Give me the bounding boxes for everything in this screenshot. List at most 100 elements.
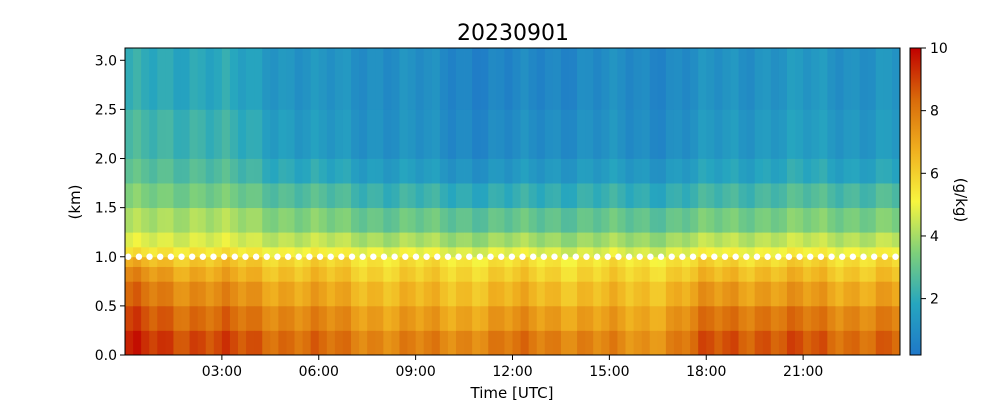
heatmap-cell xyxy=(165,158,174,184)
y-tick-label: 0.5 xyxy=(95,299,117,315)
heatmap-cell xyxy=(439,183,449,209)
marker-point xyxy=(487,253,494,260)
heatmap-cell xyxy=(891,158,901,184)
heatmap-cell xyxy=(536,109,546,159)
heatmap-cell xyxy=(512,48,521,110)
heatmap-cell xyxy=(673,109,683,159)
heatmap-cell xyxy=(221,305,231,331)
heatmap-cell xyxy=(803,207,812,233)
heatmap-cell xyxy=(383,330,392,356)
heatmap-cell xyxy=(302,158,312,184)
heatmap-cell xyxy=(213,109,223,159)
heatmap-cell xyxy=(246,207,255,233)
heatmap-cell xyxy=(569,281,578,307)
heatmap-cell xyxy=(528,158,538,184)
heatmap-cell xyxy=(133,281,142,307)
marker-point xyxy=(178,253,185,260)
heatmap-cell xyxy=(714,305,723,331)
heatmap-cell xyxy=(859,266,869,282)
heatmap-cell xyxy=(302,232,312,248)
heatmap-cell xyxy=(496,183,505,209)
heatmap-cell xyxy=(213,48,223,110)
heatmap-cell xyxy=(383,266,392,282)
heatmap-cell xyxy=(229,305,239,331)
heatmap-cell xyxy=(738,183,748,209)
heatmap-cell xyxy=(246,48,255,110)
heatmap-cell xyxy=(617,109,626,159)
heatmap-cell xyxy=(867,109,877,159)
heatmap-cell xyxy=(270,183,279,209)
heatmap-cell xyxy=(649,246,659,258)
heatmap-cell xyxy=(633,281,643,307)
heatmap-cell xyxy=(173,246,182,258)
heatmap-cell xyxy=(585,183,594,209)
heatmap-cell xyxy=(342,330,352,356)
heatmap-cell xyxy=(496,330,505,356)
heatmap-cell xyxy=(560,246,570,258)
heatmap-cell xyxy=(125,109,134,159)
heatmap-cell xyxy=(657,109,667,159)
heatmap-cell xyxy=(318,305,328,331)
heatmap-cell xyxy=(762,330,772,356)
heatmap-cell xyxy=(722,232,731,248)
heatmap-cell xyxy=(133,330,142,356)
heatmap-cell xyxy=(544,246,554,258)
heatmap-cell xyxy=(875,109,885,159)
heatmap-cell xyxy=(625,266,634,282)
heatmap-cell xyxy=(367,158,376,184)
heatmap-cell xyxy=(391,183,400,209)
heatmap-cell xyxy=(480,183,489,209)
heatmap-cell xyxy=(326,305,336,331)
heatmap-cell xyxy=(367,232,376,248)
heatmap-cell xyxy=(342,109,352,159)
heatmap-cell xyxy=(819,246,828,258)
heatmap-cell xyxy=(181,281,190,307)
heatmap-cell xyxy=(141,48,150,110)
heatmap-cell xyxy=(843,246,852,258)
heatmap-cell xyxy=(665,109,675,159)
heatmap-cell xyxy=(714,246,723,258)
heatmap-cell xyxy=(552,232,562,248)
heatmap-cell xyxy=(544,256,554,267)
heatmap-cell xyxy=(157,305,166,331)
heatmap-cell xyxy=(883,281,893,307)
heatmap-cell xyxy=(213,207,223,233)
heatmap-cell xyxy=(552,246,562,258)
heatmap-cell xyxy=(246,305,255,331)
heatmap-cell xyxy=(851,232,861,248)
heatmap-cell xyxy=(221,207,231,233)
heatmap-cell xyxy=(649,109,659,159)
heatmap-cell xyxy=(875,232,885,248)
marker-point xyxy=(540,253,548,260)
marker-point xyxy=(839,253,846,260)
heatmap-cell xyxy=(803,109,812,159)
heatmap-cell xyxy=(633,266,643,282)
heatmap-cell xyxy=(577,330,586,356)
heatmap-cell xyxy=(867,232,877,248)
heatmap-cell xyxy=(302,305,312,331)
heatmap-cell xyxy=(585,330,594,356)
marker-point xyxy=(668,253,675,260)
heatmap-cell xyxy=(827,266,836,282)
heatmap-cell xyxy=(851,207,861,233)
heatmap-cell xyxy=(189,48,199,110)
heatmap-cell xyxy=(472,330,481,356)
heatmap-cell xyxy=(488,183,497,209)
heatmap-cell xyxy=(157,281,166,307)
heatmap-cell xyxy=(698,246,707,258)
heatmap-cell xyxy=(698,256,707,267)
heatmap-cell xyxy=(399,158,408,184)
heatmap-cell xyxy=(786,183,796,209)
heatmap-cell xyxy=(762,266,772,282)
heatmap-cell xyxy=(407,305,417,331)
heatmap-cell xyxy=(294,266,303,282)
heatmap-cell xyxy=(803,330,812,356)
heatmap-cell xyxy=(391,266,400,282)
heatmap-cell xyxy=(633,158,643,184)
heatmap-cell xyxy=(722,281,731,307)
heatmap-cell xyxy=(706,330,715,356)
heatmap-cell xyxy=(875,48,885,110)
heatmap-cell xyxy=(294,305,303,331)
heatmap-cell xyxy=(423,48,433,110)
marker-point xyxy=(679,253,686,260)
